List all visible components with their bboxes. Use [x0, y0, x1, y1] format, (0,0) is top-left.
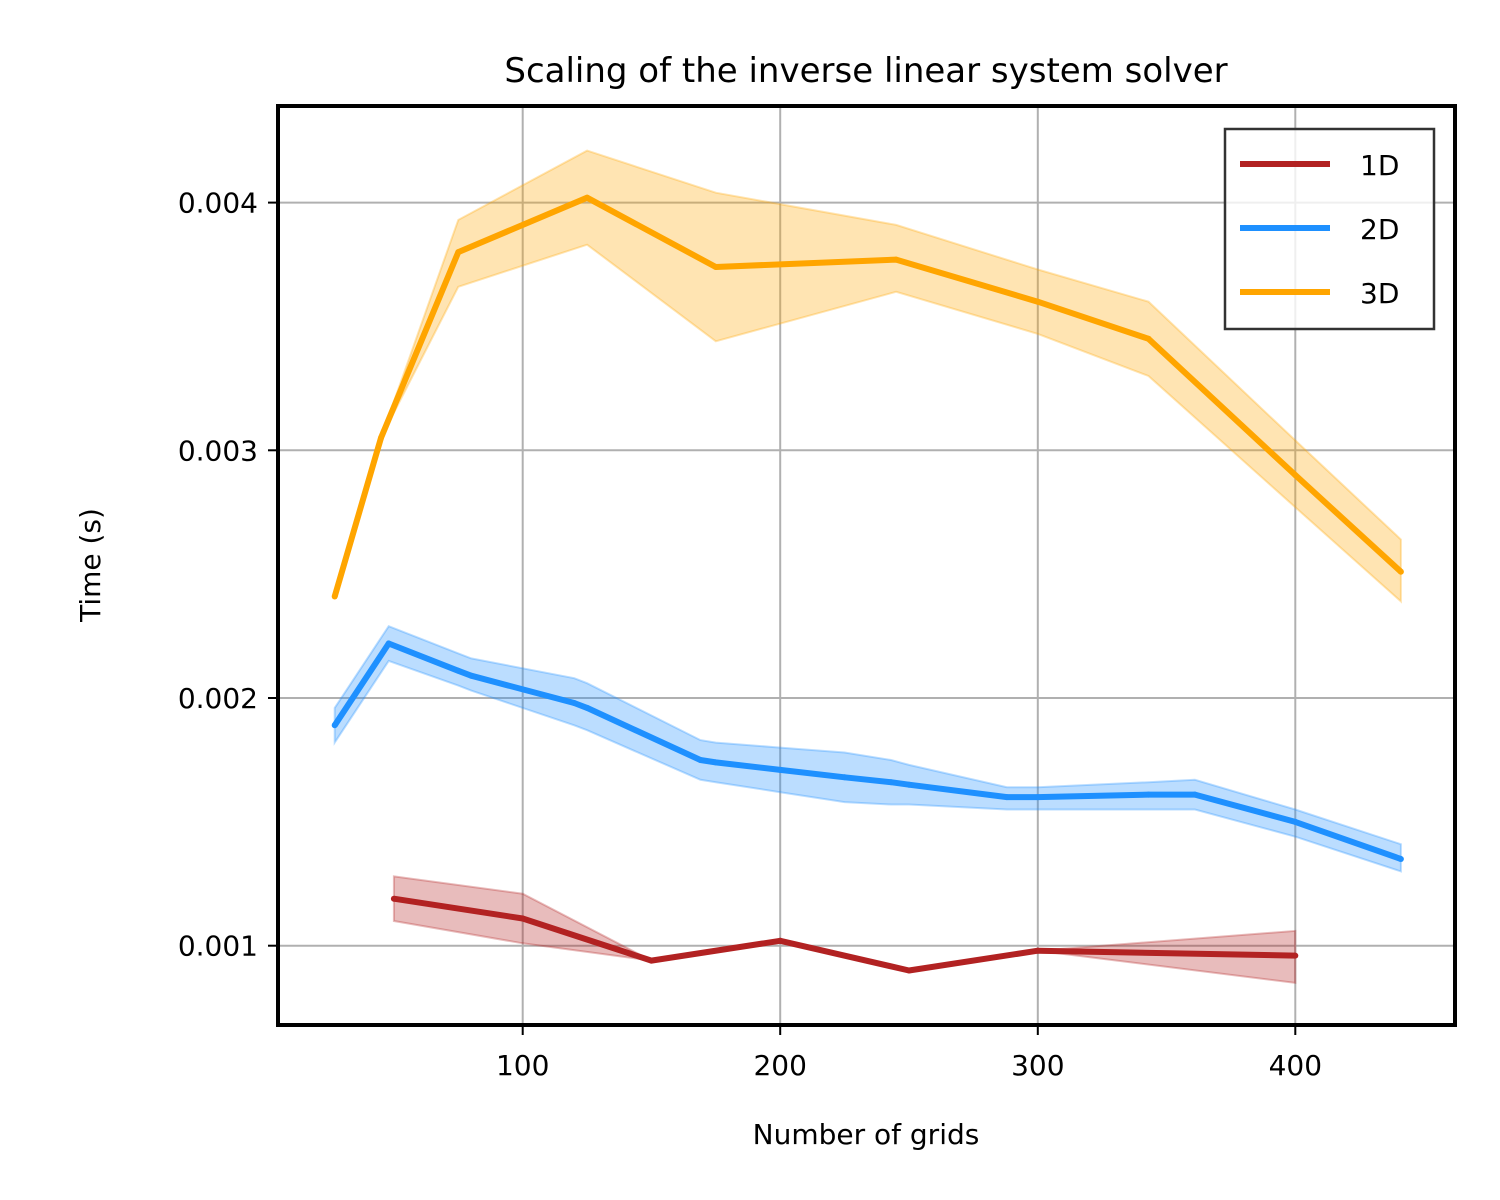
point-1d — [1292, 952, 1299, 959]
point-3d — [378, 434, 384, 441]
point-2d — [777, 766, 784, 773]
x-axis-label: Number of grids — [753, 1118, 980, 1151]
point-3d — [1292, 472, 1299, 479]
point-2d — [1003, 794, 1010, 801]
y-tick-label: 0.003 — [178, 434, 258, 467]
point-1d — [1034, 947, 1041, 954]
legend: 1D 2D 3D — [1223, 127, 1436, 331]
y-tick-label: 0.001 — [178, 930, 258, 963]
x-tick-label: 100 — [496, 1049, 549, 1082]
point-2d — [906, 781, 912, 788]
point-3d — [331, 593, 338, 600]
point-1d — [648, 957, 655, 964]
point-3d — [1397, 568, 1404, 575]
series-lines — [331, 194, 1404, 974]
x-tick-label: 300 — [1011, 1049, 1064, 1082]
x-tick-label: 200 — [753, 1049, 806, 1082]
plot-frame — [276, 104, 1457, 1027]
point-2d — [584, 704, 591, 711]
point-2d — [712, 759, 719, 766]
point-3d — [712, 264, 719, 270]
legend-label-1d: 1D — [1360, 149, 1399, 182]
point-3d — [455, 249, 462, 256]
y-axis-label: Time (s) — [74, 508, 107, 623]
point-3d — [1034, 298, 1041, 305]
band-2d — [333, 624, 1402, 873]
point-3d — [1145, 335, 1152, 342]
point-2d — [455, 667, 462, 674]
point-2d — [697, 757, 704, 763]
point-2d — [385, 640, 392, 647]
legend-label-2d: 2D — [1360, 213, 1399, 246]
point-2d — [1145, 791, 1152, 798]
y-tick-label: 0.002 — [178, 682, 258, 715]
point-1d — [519, 915, 526, 922]
point-2d — [1292, 818, 1299, 825]
point-2d — [1191, 791, 1198, 798]
line-3d — [331, 194, 1403, 598]
point-3d — [584, 194, 591, 201]
point-3d — [893, 256, 900, 263]
legend-label-3d: 3D — [1360, 277, 1399, 310]
x-tick-label: 400 — [1269, 1049, 1322, 1082]
axis-ticks: 100 200 300 400 0.001 0.002 0.003 0.004 — [178, 187, 1322, 1082]
band-1d — [392, 875, 1297, 985]
point-2d — [1397, 856, 1404, 862]
point-2d — [468, 672, 475, 679]
point-2d — [571, 700, 578, 706]
y-tick-label: 0.004 — [178, 187, 258, 220]
point-1d — [777, 937, 784, 944]
chart-title: Scaling of the inverse linear system sol… — [504, 51, 1227, 91]
point-2d — [841, 774, 848, 781]
point-2d — [331, 722, 338, 729]
point-2d — [888, 779, 894, 786]
point-2d — [1034, 794, 1041, 801]
point-1d — [390, 895, 397, 902]
point-1d — [906, 967, 912, 974]
